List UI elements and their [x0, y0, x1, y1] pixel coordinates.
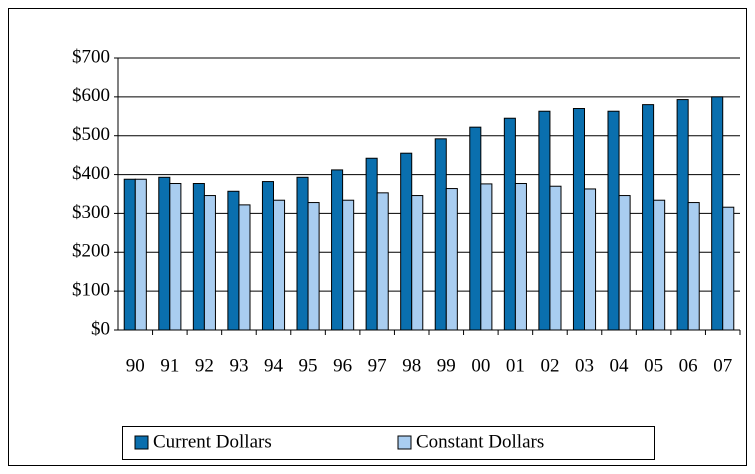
bar: [538, 110, 551, 331]
bar: [584, 188, 597, 331]
y-tick-label: $700: [72, 46, 110, 67]
bar: [238, 204, 251, 331]
y-tick-label: $300: [72, 202, 110, 223]
legend-label: Constant Dollars: [416, 431, 544, 452]
y-tick-label: $600: [72, 85, 110, 106]
y-tick-label: $400: [72, 163, 110, 184]
bar: [169, 183, 182, 331]
bar: [549, 185, 562, 331]
bar: [434, 138, 447, 331]
x-tick-label: 96: [333, 355, 352, 376]
bar: [158, 176, 171, 331]
bar: [134, 178, 147, 331]
legend: [122, 426, 655, 460]
bar: [342, 199, 355, 331]
x-tick-label: 98: [402, 355, 421, 376]
bar: [480, 183, 493, 331]
x-tick-label: 93: [229, 355, 248, 376]
x-tick-label: 07: [713, 355, 732, 376]
bar: [307, 202, 320, 331]
bar: [676, 99, 689, 331]
bar: [296, 176, 309, 331]
y-tick-label: $200: [72, 241, 110, 262]
legend-swatch: [134, 435, 149, 450]
bar: [618, 195, 631, 331]
x-tick-label: 95: [299, 355, 318, 376]
x-tick-label: 01: [506, 355, 525, 376]
y-tick-label: $500: [72, 124, 110, 145]
legend-label: Current Dollars: [153, 431, 272, 452]
bar: [331, 169, 344, 331]
bar: [607, 110, 620, 331]
bar: [376, 192, 389, 331]
x-tick-label: 92: [195, 355, 214, 376]
bar: [503, 117, 516, 331]
bar: [722, 206, 735, 331]
bar: [642, 104, 655, 331]
bar: [400, 152, 413, 331]
x-tick-label: 91: [160, 355, 179, 376]
bar: [203, 195, 216, 331]
x-tick-label: 06: [679, 355, 698, 376]
x-tick-label: 99: [437, 355, 456, 376]
x-tick-label: 97: [368, 355, 387, 376]
bar: [653, 199, 666, 331]
bar: [273, 199, 286, 331]
bar: [192, 183, 205, 331]
bar: [514, 183, 527, 331]
x-tick-label: 03: [575, 355, 594, 376]
x-tick-label: 02: [540, 355, 559, 376]
y-tick-label: $0: [91, 318, 110, 339]
x-tick-label: 05: [644, 355, 663, 376]
legend-swatch: [397, 435, 412, 450]
y-tick-label: $100: [72, 280, 110, 301]
bar: [572, 108, 585, 331]
x-tick-label: 90: [126, 355, 145, 376]
x-tick-label: 94: [264, 355, 284, 376]
bar: [261, 181, 275, 331]
x-tick-label: 00: [471, 355, 490, 376]
bar: [365, 157, 378, 331]
bar: [411, 195, 424, 331]
bar: [469, 126, 482, 331]
bar: [227, 190, 240, 331]
bar: [123, 178, 136, 331]
x-tick-label: 04: [610, 355, 630, 376]
bar: [711, 96, 724, 331]
bar: [687, 202, 700, 331]
bar: [445, 188, 458, 331]
